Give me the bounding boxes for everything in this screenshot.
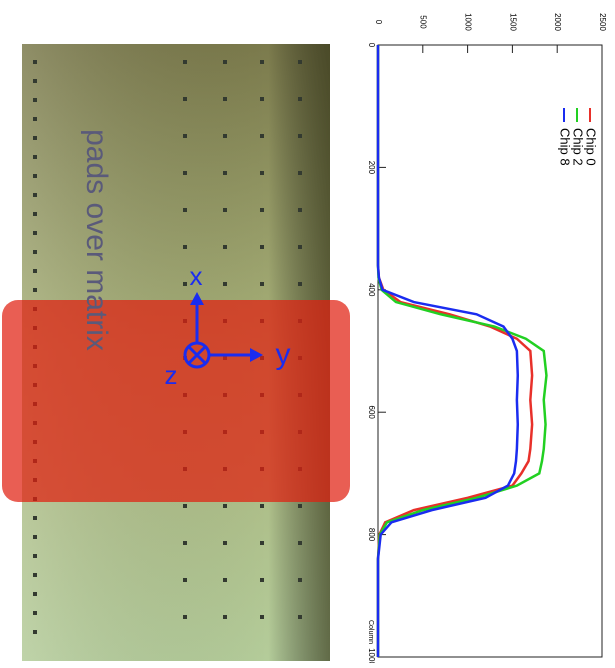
data-line [376,45,520,657]
x-tick-label: 0 [367,43,376,48]
y-tick-label: 0 [374,20,383,25]
x-arrowhead [190,292,204,305]
z-cross [187,345,207,365]
pad-dot [223,578,227,582]
pad-dot [223,208,227,212]
pad-dot [33,117,37,121]
axis-z-label: z [165,360,178,390]
x-axis-label: Column [367,620,374,644]
pad-dot [183,282,187,286]
pad-dot [33,98,37,102]
pad-dot [298,208,302,212]
pad-dot [33,174,37,178]
pad-dot [183,97,187,101]
pad-dot [298,615,302,619]
pad-dot [183,578,187,582]
pad-dot [33,592,37,596]
pad-dot [33,250,37,254]
plot-frame [377,44,603,658]
pad-dot [183,171,187,175]
pad-dot [260,615,264,619]
y-arrowhead [250,348,263,362]
pad-dot [223,60,227,64]
axes-icon [183,300,255,369]
pad-dot [33,554,37,558]
pad-dot [33,193,37,197]
pad-dot [260,171,264,175]
pad-dot [260,245,264,249]
y-tick-label: 2500 [598,13,607,31]
pad-dot [183,208,187,212]
legend-label: Chip 8 [558,128,573,166]
pad-dot [33,60,37,64]
pad-dot [33,212,37,216]
legend-label: Chip 0 [584,128,599,166]
x-tick-label: 200 [367,161,376,175]
pad-dot [223,282,227,286]
pad-dot [33,231,37,235]
pad-dot [260,97,264,101]
pad-dot [223,615,227,619]
pad-dot [183,541,187,545]
pad-dot [223,245,227,249]
pad-dot [260,578,264,582]
pad-dot [298,97,302,101]
pad-dot [33,269,37,273]
x-tick-label: 1000 [367,648,376,663]
legend-label: Chip 2 [571,128,586,166]
pad-dot [33,535,37,539]
highlight-region [2,300,350,502]
y-tick-label: 1000 [463,13,472,31]
x-tick-label: 800 [367,528,376,542]
pad-dot [33,288,37,292]
pad-dot [33,611,37,615]
photo-label: pads over matrix [80,129,113,351]
pad-dot [33,79,37,83]
pad-dot [183,60,187,64]
x-tick-label: 600 [367,406,376,420]
pad-dot [298,60,302,64]
pad-dot [33,630,37,634]
pad-dot [223,504,227,508]
pad-dot [298,541,302,545]
pad-dot [298,171,302,175]
axis-y-label: y [276,338,291,371]
pad-dot [183,134,187,138]
pad-dot [33,136,37,140]
pad-dot [33,516,37,520]
pad-dot [298,245,302,249]
data-line [376,45,534,657]
pad-dot [183,615,187,619]
pad-dot [223,134,227,138]
pad-dot [223,541,227,545]
pad-dot [298,134,302,138]
pad-dot [260,134,264,138]
pad-dot [183,504,187,508]
pad-dot [33,155,37,159]
pad-dot [260,208,264,212]
y-tick-label: 500 [419,15,428,29]
pad-dot [298,504,302,508]
y-tick-label: 2000 [553,13,562,31]
pad-dot [33,573,37,577]
x-tick-label: 400 [367,283,376,297]
pad-dot [260,504,264,508]
pad-dot [298,282,302,286]
pad-dot [223,97,227,101]
pad-dot [223,171,227,175]
y-tick-label: 1500 [508,13,517,31]
pad-dot [260,60,264,64]
pad-dot [298,578,302,582]
pad-dot [260,282,264,286]
pad-dot [183,245,187,249]
axis-x-label: x [190,261,203,291]
data-line [376,45,548,657]
pad-dot [260,541,264,545]
